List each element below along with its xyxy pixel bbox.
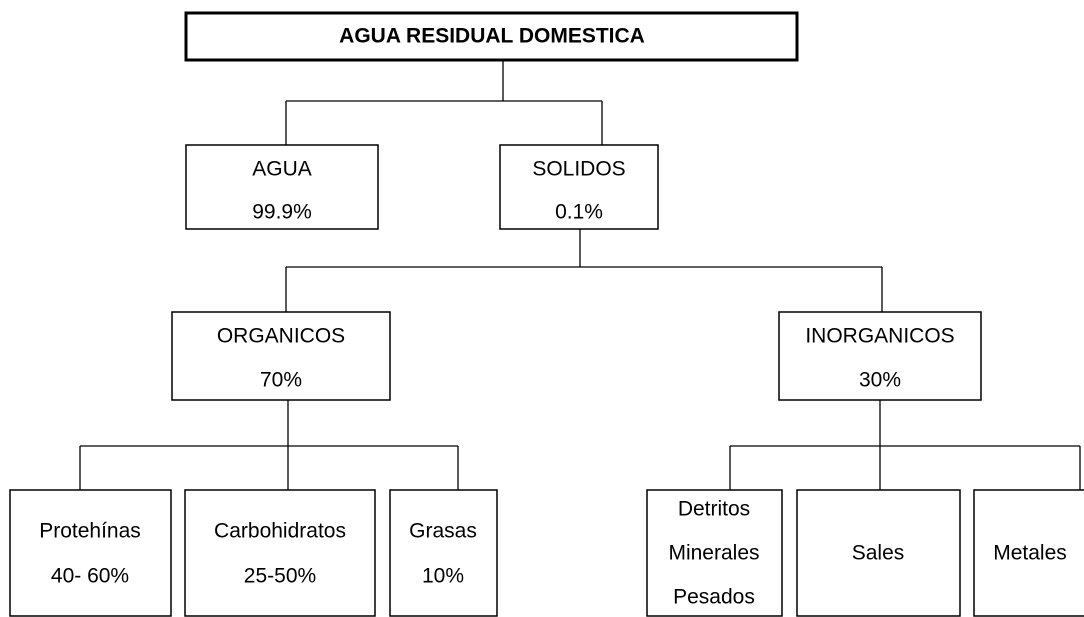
node-label: Sales (852, 542, 905, 565)
node-label: 30% (859, 369, 901, 392)
node-box (796, 489, 961, 617)
node-label: SOLIDOS (532, 158, 625, 181)
node-box (184, 489, 376, 617)
node-box (778, 311, 982, 401)
node-label: 40- 60% (51, 565, 129, 588)
node-label: 99.9% (252, 201, 312, 224)
node-label: AGUA RESIDUAL DOMESTICA (339, 25, 645, 48)
node-label: Carbohidratos (214, 520, 346, 543)
node-box (171, 311, 391, 401)
node-label: INORGANICOS (805, 325, 954, 348)
node-label: 25-50% (244, 565, 316, 588)
node-box (389, 489, 498, 617)
node-label: Pesados (673, 586, 755, 609)
node-box (499, 144, 659, 230)
node-label: 0.1% (555, 201, 603, 224)
node-label: ORGANICOS (217, 325, 345, 348)
connectors (79, 60, 1081, 490)
node-label: 10% (422, 565, 464, 588)
node-box (185, 144, 379, 230)
node-label: Grasas (409, 520, 477, 543)
node-label: AGUA (252, 158, 312, 181)
node-label: Minerales (668, 542, 759, 565)
node-label: Detritos (678, 498, 750, 521)
node-box (973, 489, 1084, 617)
node-box (184, 11, 799, 62)
node-box (646, 489, 783, 617)
node-box (9, 489, 172, 617)
node-label: Metales (993, 542, 1067, 565)
node-label: 70% (260, 369, 302, 392)
node-label: Protehínas (39, 520, 141, 543)
